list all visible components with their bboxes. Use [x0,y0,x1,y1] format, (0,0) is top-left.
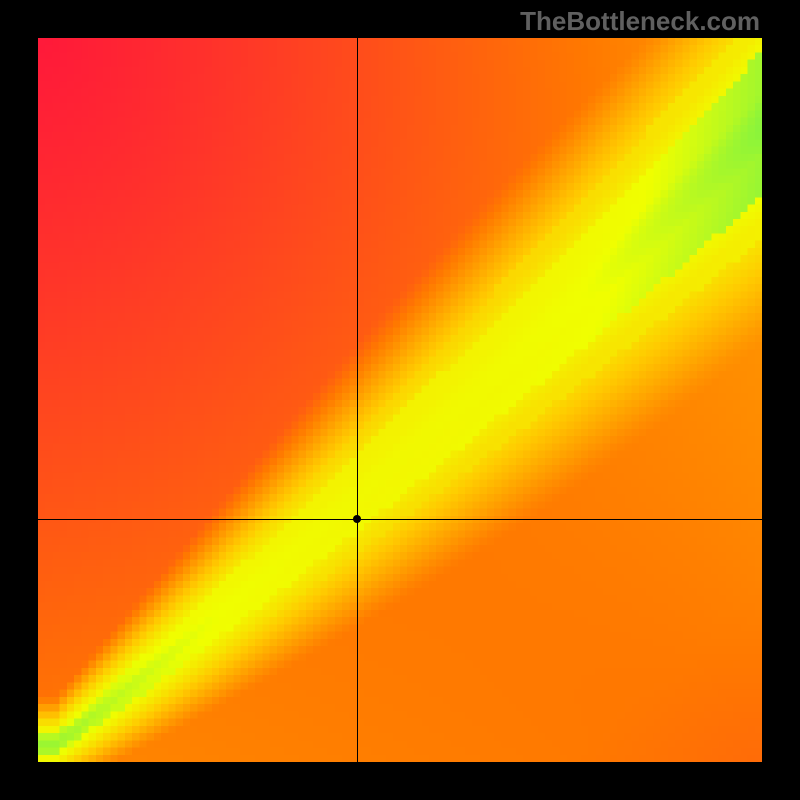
heatmap-canvas [38,38,762,762]
crosshair-horizontal [38,519,762,520]
marker-dot [353,515,361,523]
attribution-watermark: TheBottleneck.com [520,6,760,37]
crosshair-vertical [357,38,358,762]
heatmap-plot [38,38,762,762]
